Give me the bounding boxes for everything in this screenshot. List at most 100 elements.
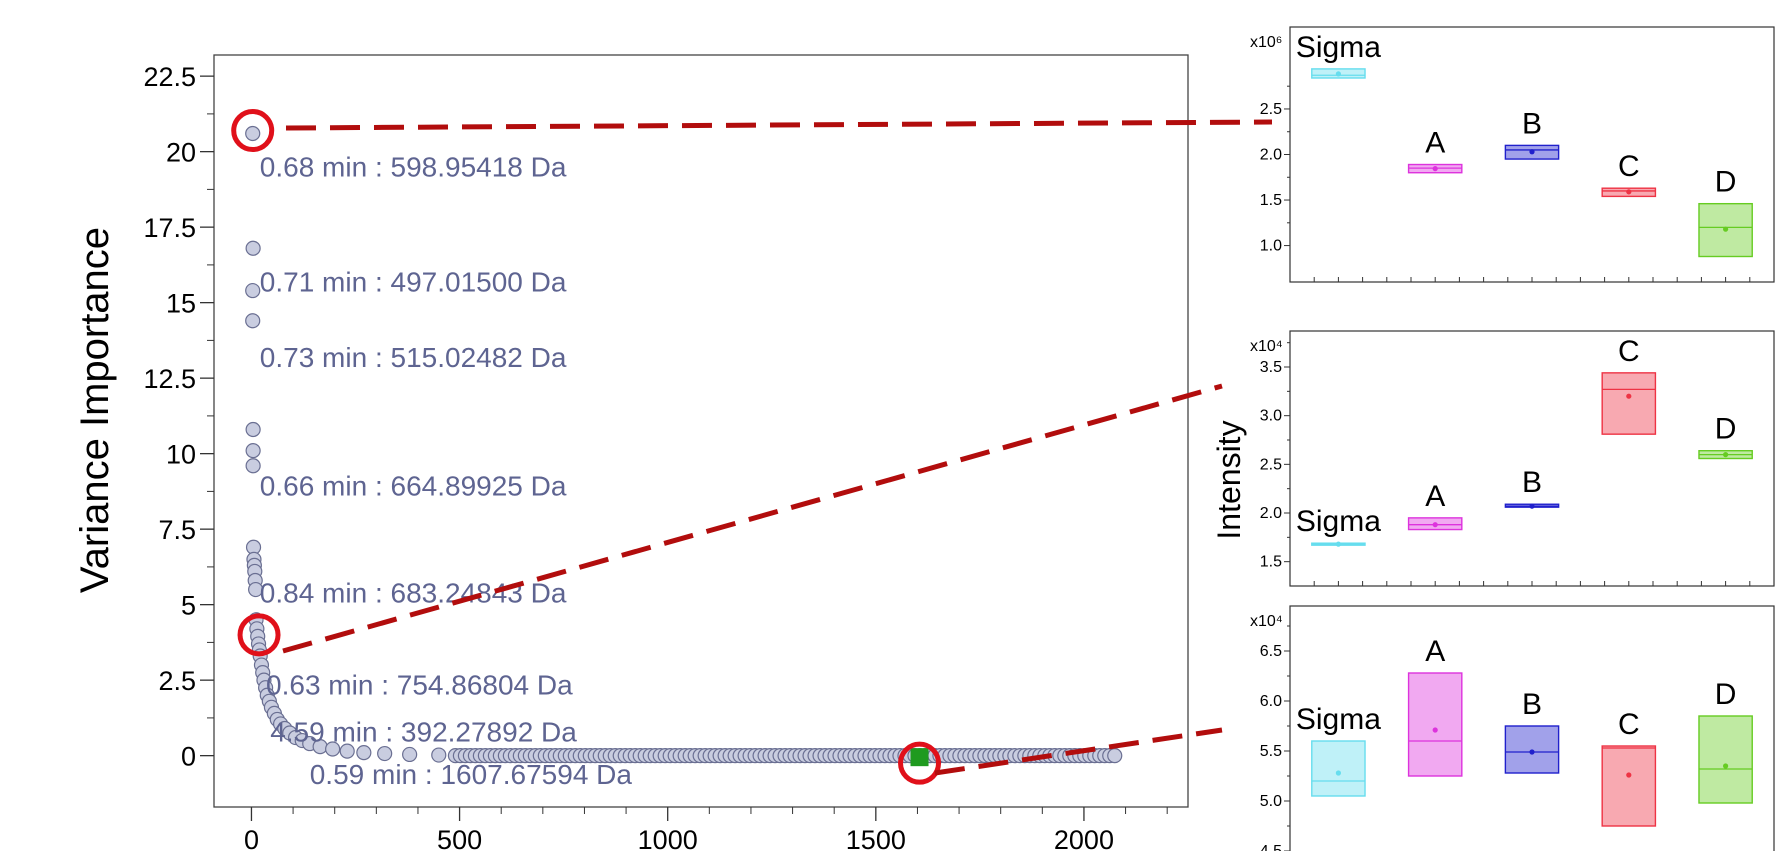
peak-annotations: 0.68 min : 598.95418 Da 0.71 min : 497.01…	[260, 152, 633, 790]
box-mean-dot	[1723, 226, 1729, 232]
y-tick-label: 22.5	[143, 62, 196, 92]
y-tick-label: 7.5	[158, 515, 196, 545]
group-label: Sigma	[1296, 703, 1381, 736]
data-points	[245, 125, 1123, 767]
box-plot-frame	[1289, 330, 1775, 587]
box-mean-dot	[1432, 166, 1438, 172]
data-point	[245, 125, 261, 142]
box	[1601, 372, 1657, 435]
y-tick-label: 1.5	[1260, 192, 1282, 209]
data-point	[245, 240, 261, 256]
box	[1601, 745, 1657, 827]
group-label: C	[1618, 708, 1640, 741]
variance-importance-plot: 0 2.5 5 7.5 10 12.5 15 17.5 20 22.5 0 500 1000 1500 2…	[73, 54, 1189, 851]
y-tick-label: 2.0	[1260, 147, 1282, 164]
y-tick-label: 4.5	[1260, 843, 1282, 851]
data-point	[248, 581, 264, 598]
connector-line-top	[285, 119, 1273, 131]
data-point	[245, 443, 261, 459]
x-tick-label: 500	[437, 825, 482, 851]
highlight-circle	[237, 613, 281, 657]
annotation-label: 0.71 min : 497.01500 Da	[260, 267, 567, 298]
box-plot-frame	[1289, 605, 1775, 851]
box	[1407, 672, 1463, 777]
box-mean-dot	[1723, 452, 1729, 458]
connector-line-bottom	[934, 727, 1223, 776]
highlight-circle	[231, 109, 275, 153]
box-plot-middle: x10⁴ 1.5 2.0 2.5 3.0 3.5 Sigma A B C D	[1250, 330, 1775, 587]
main-x-axis: 0 500 1000 1500 2000	[244, 807, 1168, 851]
annotation-label: 0.68 min : 598.95418 Da	[260, 152, 567, 183]
data-point	[431, 747, 447, 763]
main-plot-frame	[213, 54, 1189, 808]
group-label: D	[1715, 678, 1737, 711]
y-tick-label: 2.5	[158, 666, 196, 696]
annotation-label: 0.59 min : 1607.67594 Da	[310, 759, 633, 790]
y-tick-label: 2.5	[1260, 101, 1282, 118]
group-label: A	[1425, 635, 1445, 668]
axis-multiplier: x10⁶	[1250, 34, 1282, 51]
y-tick-label: 3.5	[1260, 359, 1282, 376]
box-mean-dot	[1432, 727, 1438, 733]
group-label: C	[1618, 150, 1640, 183]
y-tick-label: 15	[166, 289, 196, 319]
box-mean-dot	[1626, 393, 1632, 399]
y-tick-label: 20	[166, 138, 196, 168]
y-tick-label: 10	[166, 440, 196, 470]
y-tick-label: 2.0	[1260, 505, 1282, 522]
data-point	[356, 745, 372, 761]
box-mean-dot	[1723, 763, 1729, 769]
data-point	[339, 743, 355, 759]
y-tick-label: 3.0	[1260, 408, 1282, 425]
annotation-label: 0.73 min : 515.02482 Da	[260, 342, 567, 373]
group-label: C	[1618, 335, 1640, 368]
box-mean-dot	[1626, 189, 1632, 195]
y-tick-label: 5	[181, 591, 196, 621]
connector-line-middle	[282, 383, 1223, 654]
box-mean-dot	[1529, 149, 1535, 155]
group-label: D	[1715, 166, 1737, 199]
data-point	[1107, 748, 1123, 764]
box-plot-bottom: x10⁴ 4.5 5.0 5.5 6.0 6.5 Sigma A B C D	[1250, 605, 1775, 851]
y-tick-label: 1.0	[1260, 238, 1282, 255]
box	[1311, 740, 1366, 797]
box-mean-dot	[1335, 541, 1341, 547]
data-point	[377, 745, 393, 762]
x-tick-label: 0	[244, 825, 259, 851]
data-point	[325, 741, 341, 757]
group-label: Sigma	[1296, 31, 1381, 64]
x-tick-label: 1000	[638, 825, 698, 851]
box-mean-dot	[1626, 772, 1632, 778]
group-label: B	[1522, 688, 1542, 721]
data-point	[402, 746, 418, 763]
connector-lines	[282, 119, 1273, 776]
x-tick-label: 2000	[1054, 825, 1114, 851]
box-mean-dot	[1529, 503, 1535, 509]
data-point	[245, 313, 261, 329]
highlight-circle	[898, 741, 942, 785]
annotation-label: 4.59 min : 392.27892 Da	[270, 716, 577, 747]
box	[1698, 715, 1753, 804]
main-y-axis-label: Variance Importance	[73, 227, 117, 593]
y-tick-label: 17.5	[143, 213, 196, 243]
axis-multiplier: x10⁴	[1250, 613, 1283, 630]
highlighted-point	[910, 748, 929, 767]
group-label: A	[1425, 127, 1445, 160]
group-label: A	[1425, 480, 1445, 513]
y-tick-label: 5.5	[1260, 743, 1282, 760]
data-point	[245, 421, 261, 438]
y-tick-label: 6.5	[1260, 643, 1282, 660]
group-label: B	[1522, 466, 1542, 499]
y-tick-label: 1.5	[1260, 554, 1282, 571]
annotation-label: 0.63 min : 754.86804 Da	[266, 670, 573, 701]
box-mean-dot	[1335, 770, 1341, 776]
group-label: D	[1715, 413, 1737, 446]
y-tick-label: 5.0	[1260, 793, 1282, 810]
data-point	[245, 282, 261, 299]
intensity-axis-label: Intensity	[1211, 420, 1247, 539]
axis-multiplier: x10⁴	[1250, 338, 1283, 355]
y-tick-label: 6.0	[1260, 693, 1282, 710]
group-label: Sigma	[1296, 505, 1381, 538]
highlight-markers	[231, 109, 942, 785]
